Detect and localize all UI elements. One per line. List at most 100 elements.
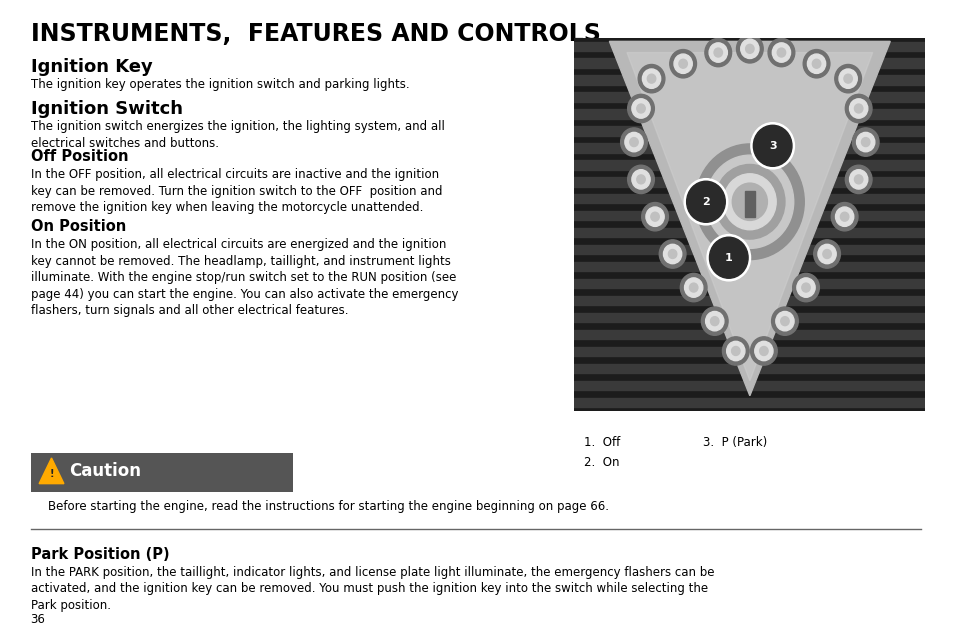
Circle shape	[854, 104, 862, 113]
Circle shape	[844, 165, 871, 194]
Circle shape	[861, 137, 869, 147]
Circle shape	[759, 347, 767, 356]
Circle shape	[686, 181, 724, 223]
Bar	[538, 296, 953, 305]
Circle shape	[710, 317, 719, 325]
Bar	[538, 109, 953, 119]
Bar	[538, 177, 953, 186]
Circle shape	[620, 128, 647, 156]
Circle shape	[750, 123, 794, 169]
Circle shape	[722, 174, 776, 229]
Circle shape	[736, 34, 762, 63]
Circle shape	[856, 132, 874, 152]
Circle shape	[740, 39, 759, 58]
Text: 1.  Off: 1. Off	[583, 436, 619, 449]
Circle shape	[801, 283, 809, 292]
Circle shape	[684, 278, 702, 297]
Text: In the OFF position, all electrical circuits are inactive and the ignition
key c: In the OFF position, all electrical circ…	[30, 168, 441, 214]
Text: Off Position: Off Position	[30, 149, 128, 164]
Bar	[538, 143, 953, 152]
Text: !: !	[50, 470, 53, 479]
Text: Park Position (P): Park Position (P)	[30, 547, 169, 562]
Circle shape	[851, 128, 878, 156]
Circle shape	[641, 203, 668, 231]
Bar	[538, 228, 953, 238]
Text: 2.  On: 2. On	[583, 456, 618, 469]
Bar	[538, 75, 953, 85]
Bar	[538, 347, 953, 356]
Circle shape	[631, 99, 649, 119]
Circle shape	[700, 307, 727, 335]
Polygon shape	[609, 41, 889, 396]
Bar	[538, 330, 953, 339]
Text: The ignition switch energizes the ignition, the lighting system, and all
electri: The ignition switch energizes the igniti…	[30, 120, 444, 150]
Circle shape	[838, 69, 857, 88]
Circle shape	[726, 341, 744, 361]
Text: 36: 36	[30, 613, 46, 626]
Bar	[538, 41, 953, 51]
Text: 3: 3	[768, 141, 776, 151]
Circle shape	[844, 94, 871, 123]
Circle shape	[659, 240, 685, 268]
Circle shape	[683, 179, 727, 225]
Circle shape	[669, 50, 696, 78]
Circle shape	[708, 43, 726, 62]
Bar	[743, 191, 755, 217]
Circle shape	[732, 183, 766, 221]
Circle shape	[771, 307, 798, 335]
Circle shape	[647, 74, 655, 83]
Circle shape	[679, 60, 686, 68]
Circle shape	[714, 164, 784, 239]
Circle shape	[802, 50, 829, 78]
Circle shape	[629, 137, 638, 147]
Circle shape	[650, 212, 659, 221]
Circle shape	[812, 60, 820, 68]
Circle shape	[662, 245, 681, 264]
Polygon shape	[39, 458, 64, 483]
Circle shape	[641, 69, 660, 88]
Bar	[538, 398, 953, 407]
Bar	[538, 126, 953, 135]
Text: Ignition Key: Ignition Key	[30, 58, 152, 76]
Circle shape	[674, 54, 692, 73]
Circle shape	[753, 125, 791, 166]
Circle shape	[796, 278, 814, 297]
Text: The ignition key operates the ignition switch and parking lights.: The ignition key operates the ignition s…	[30, 78, 409, 91]
Circle shape	[638, 65, 664, 93]
Circle shape	[792, 273, 819, 302]
Circle shape	[713, 48, 721, 57]
Circle shape	[843, 74, 851, 83]
Text: 3.  P (Park): 3. P (Park)	[702, 436, 766, 449]
Circle shape	[745, 45, 753, 53]
Circle shape	[627, 94, 654, 123]
Circle shape	[849, 99, 867, 119]
Circle shape	[817, 245, 836, 264]
Bar	[538, 262, 953, 271]
Circle shape	[705, 312, 723, 331]
Bar	[538, 381, 953, 390]
Circle shape	[754, 341, 772, 361]
Text: INSTRUMENTS,  FEATURES AND CONTROLS: INSTRUMENTS, FEATURES AND CONTROLS	[30, 22, 599, 46]
Circle shape	[777, 48, 785, 57]
Text: Caution: Caution	[69, 462, 140, 480]
Circle shape	[772, 43, 790, 62]
Bar	[538, 58, 953, 68]
Text: On Position: On Position	[30, 219, 126, 234]
Circle shape	[750, 337, 777, 365]
Bar	[538, 194, 953, 204]
Circle shape	[780, 317, 788, 325]
Circle shape	[695, 144, 803, 260]
Text: 1: 1	[724, 253, 732, 263]
Bar	[538, 92, 953, 102]
Circle shape	[813, 240, 840, 268]
Circle shape	[835, 207, 853, 226]
Circle shape	[849, 170, 867, 189]
Text: Before starting the engine, read the instructions for starting the engine beginn: Before starting the engine, read the ins…	[48, 500, 608, 513]
Circle shape	[834, 65, 861, 93]
Text: In the ON position, all electrical circuits are energized and the ignition
key c: In the ON position, all electrical circu…	[30, 238, 457, 317]
Circle shape	[767, 38, 794, 66]
Circle shape	[854, 175, 862, 184]
Bar	[538, 211, 953, 221]
Circle shape	[706, 234, 750, 281]
Circle shape	[627, 165, 654, 194]
